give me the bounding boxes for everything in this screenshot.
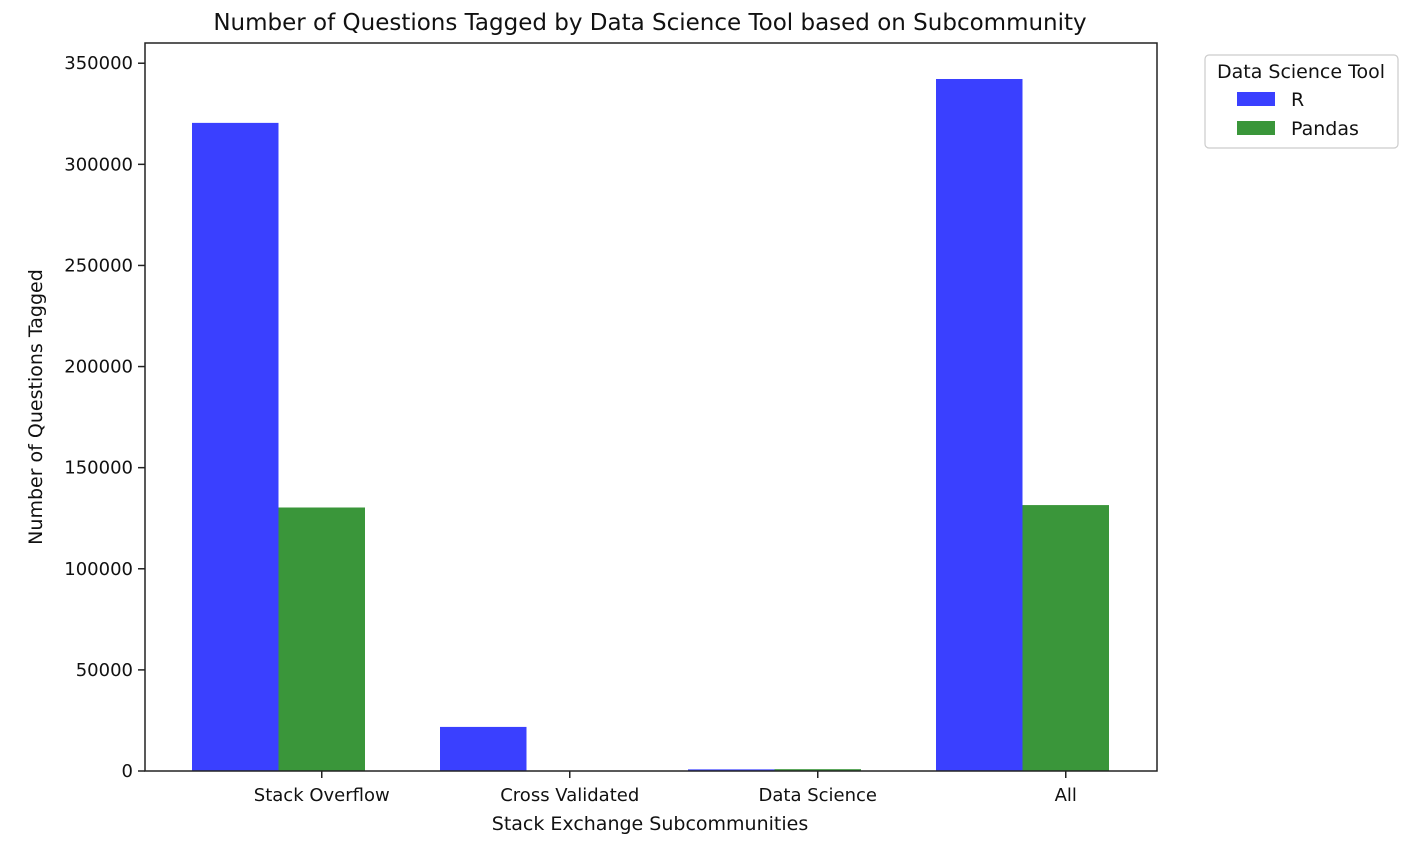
- y-tick-label-0: 0: [122, 761, 133, 782]
- legend-swatch-r: [1237, 92, 1275, 106]
- y-tick-label-1: 50000: [76, 660, 133, 681]
- x-tick-label-2: Data Science: [759, 785, 877, 806]
- legend-title: Data Science Tool: [1217, 61, 1385, 83]
- y-tick-label-6: 300000: [64, 154, 133, 175]
- bars-group: [192, 78, 1109, 772]
- legend-entries: R Pandas: [1237, 89, 1359, 140]
- bar-pandas-3: [1022, 505, 1109, 771]
- legend-label-pandas: Pandas: [1291, 118, 1359, 140]
- y-axis-label: Number of Questions Tagged: [25, 269, 47, 545]
- y-tick-label-7: 350000: [64, 53, 133, 74]
- x-axis: Stack Overflow Cross Validated Data Scienc…: [254, 771, 1077, 806]
- legend: Data Science Tool R Pandas: [1204, 54, 1399, 149]
- chart-title: Number of Questions Tagged by Data Scien…: [213, 10, 1086, 36]
- y-axis: 0 50000 100000 150000 200000 250000 300000 3500…: [64, 53, 145, 782]
- x-tick-label-1: Cross Validated: [500, 785, 639, 806]
- legend-label-r: R: [1291, 89, 1304, 111]
- y-tick-label-4: 200000: [64, 357, 133, 378]
- y-tick-label-5: 250000: [64, 255, 133, 276]
- x-axis-label: Stack Exchange Subcommunities: [492, 813, 808, 835]
- bar-r-2: [688, 769, 775, 771]
- bar-pandas-0: [278, 507, 365, 771]
- bar-r-1: [440, 726, 527, 771]
- legend-swatch-pandas: [1237, 121, 1275, 135]
- bar-r-3: [936, 78, 1023, 772]
- bar-pandas-2: [774, 769, 861, 771]
- plot-frame: [144, 42, 1158, 772]
- x-tick-label-0: Stack Overflow: [254, 785, 390, 806]
- bar-r-0: [192, 122, 279, 771]
- y-tick-label-2: 100000: [64, 559, 133, 580]
- y-tick-label-3: 150000: [64, 458, 133, 479]
- x-tick-label-3: All: [1055, 785, 1077, 806]
